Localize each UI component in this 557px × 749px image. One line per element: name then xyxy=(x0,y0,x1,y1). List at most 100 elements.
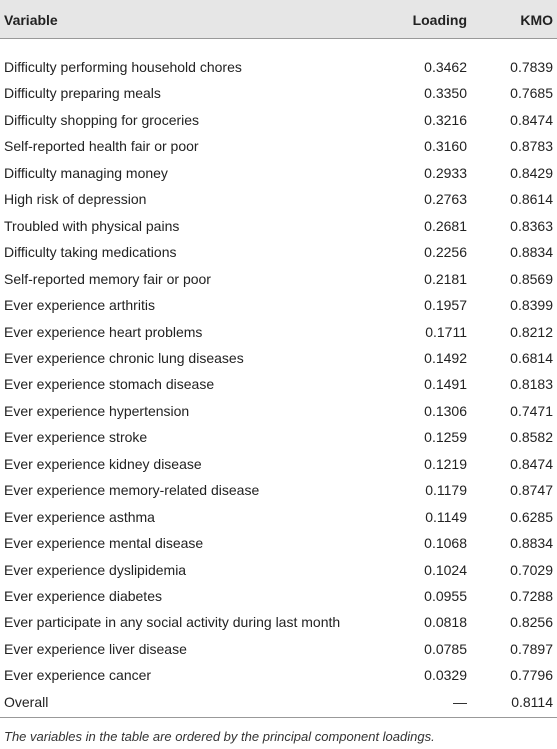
table-row: Ever experience asthma 0.1149 0.6285 xyxy=(0,504,557,530)
cell: Ever experience diabetes xyxy=(4,588,162,604)
cell: Overall xyxy=(4,693,49,710)
table-row: Ever experience liver disease 0.0785 0.789… xyxy=(0,636,557,662)
cell: Ever experience arthritis xyxy=(4,297,155,314)
cell: 0.8834 xyxy=(510,535,553,552)
cell: 0.0329 xyxy=(424,667,467,684)
cell: 0.8569 xyxy=(510,270,553,287)
cell: Ever experience stomach disease xyxy=(4,376,215,393)
cell: Loading xyxy=(412,12,467,28)
cell: 0.1068 xyxy=(424,535,467,552)
cell: Ever experience cancer xyxy=(4,667,152,684)
cell: 0.1024 xyxy=(424,561,467,578)
cell: Ever experience liver disease xyxy=(4,640,187,657)
table-row: Ever experience mental disease 0.1068 0.88… xyxy=(0,530,557,556)
table-row: Ever experience heart problems 0.1711 0.82… xyxy=(0,319,557,345)
table-row: Ever experience chronic lung diseases 0.1… xyxy=(0,345,557,371)
cell: 0.1711 xyxy=(425,323,467,340)
cell: 0.8363 xyxy=(510,217,553,234)
cell: Self-reported health fair or poor xyxy=(4,138,199,155)
cell: Difficulty managing money xyxy=(4,164,168,181)
table-row: Self-reported health fair or poor 0.3160 0… xyxy=(0,133,557,159)
cell: 0.8212 xyxy=(510,323,553,340)
cell: 0.0955 xyxy=(424,588,467,604)
cell: Ever experience dyslipidemia xyxy=(4,561,187,578)
cell: 0.8474 xyxy=(510,111,553,128)
cell: 0.1306 xyxy=(424,402,467,419)
cell: 0.1491 xyxy=(424,376,467,393)
cell: 0.6814 xyxy=(510,349,553,366)
cell: 0.2763 xyxy=(424,191,467,208)
cell: 0.6285 xyxy=(510,508,553,525)
table-row: Overall — 0.8114 xyxy=(0,689,557,715)
cell: 0.1259 xyxy=(424,429,467,446)
table-row: Ever experience stroke 0.1259 0.8582 xyxy=(0,424,557,450)
table-row: Difficulty managing money 0.2933 0.8429 xyxy=(0,160,557,186)
cell: Ever experience memory-related disease xyxy=(4,482,260,499)
cell: 0.2681 xyxy=(424,217,467,234)
cell: Difficulty preparing meals xyxy=(4,85,161,102)
cell: 0.8614 xyxy=(510,191,553,208)
cell: 0.3350 xyxy=(424,85,467,102)
cell: 0.7897 xyxy=(510,640,553,657)
table-row: Ever experience arthritis 0.1957 0.8399 xyxy=(0,292,557,318)
table-row: Ever experience diabetes 0.0955 0.7288 xyxy=(0,583,557,609)
cell: 0.8114 xyxy=(511,693,553,710)
cell: Troubled with physical pains xyxy=(4,217,180,234)
cell: Ever experience hypertension xyxy=(4,402,190,419)
table-row: Ever experience kidney disease 0.1219 0.84… xyxy=(0,451,557,477)
cell: Ever experience mental disease xyxy=(4,535,204,552)
cell: Difficulty performing household chores xyxy=(4,59,242,75)
cell: 0.8747 xyxy=(510,482,553,499)
cell: Ever experience chronic lung diseases xyxy=(4,349,244,366)
cell: KMO xyxy=(520,12,553,28)
table-row: Ever experience stomach disease 0.1491 0.8… xyxy=(0,371,557,397)
cell: 0.3160 xyxy=(424,138,467,155)
cell: Variable xyxy=(4,12,58,28)
cell: 0.2181 xyxy=(424,270,467,287)
table-row: Difficulty performing household chores 0.… xyxy=(0,54,557,80)
cell: 0.1179 xyxy=(425,482,467,499)
cell: — xyxy=(453,693,467,710)
cell: 0.8399 xyxy=(510,297,553,314)
cell: 0.8834 xyxy=(510,244,553,261)
cell: 0.7796 xyxy=(510,667,553,684)
cell: 0.7471 xyxy=(510,402,553,419)
cell: Ever experience kidney disease xyxy=(4,455,202,472)
table-row: Difficulty shopping for groceries 0.3216 0… xyxy=(0,107,557,133)
table-row: Difficulty preparing meals 0.3350 0.7685 xyxy=(0,80,557,106)
table-row: Ever experience hypertension 0.1306 0.7471 xyxy=(0,398,557,424)
header-row: Variable Loading KMO xyxy=(0,0,557,39)
cell: 0.2933 xyxy=(424,164,467,181)
cell: 0.7685 xyxy=(510,85,553,102)
cell: 0.8256 xyxy=(510,614,553,631)
cell: 0.1219 xyxy=(424,455,467,472)
cell: 0.8783 xyxy=(510,138,553,155)
table-row: Ever experience dyslipidemia 0.1024 0.7029 xyxy=(0,557,557,583)
table-row: Ever participate in any social activity … xyxy=(0,609,557,635)
cell: 0.7839 xyxy=(510,59,553,75)
cell: Difficulty shopping for groceries xyxy=(4,111,200,128)
cell: 0.8582 xyxy=(510,429,553,446)
cell: 0.8183 xyxy=(510,376,553,393)
cell: Ever participate in any social activity … xyxy=(4,614,341,631)
table-row: Difficulty taking medications 0.2256 0.883… xyxy=(0,239,557,265)
cell: Ever experience asthma xyxy=(4,508,155,525)
cell: 0.3462 xyxy=(424,59,467,75)
cell: 0.1149 xyxy=(425,508,467,525)
table-row: High risk of depression 0.2763 0.8614 xyxy=(0,186,557,212)
cell: 0.2256 xyxy=(424,244,467,261)
cell: Self-reported memory fair or poor xyxy=(4,270,211,287)
cell: 0.0818 xyxy=(424,614,467,631)
cell: Ever experience heart problems xyxy=(4,323,203,340)
table-row: Self-reported memory fair or poor 0.2181 0… xyxy=(0,266,557,292)
footnote: The variables in the table are ordered b… xyxy=(4,729,435,744)
cell: 0.8474 xyxy=(510,455,553,472)
cell: 0.7029 xyxy=(510,561,553,578)
table-row: Ever experience cancer 0.0329 0.7796 xyxy=(0,662,557,688)
cell: Difficulty taking medications xyxy=(4,244,177,261)
table-row: Troubled with physical pains 0.2681 0.8363 xyxy=(0,213,557,239)
table-rule xyxy=(0,717,557,718)
table-row: Ever experience memory-related disease 0.… xyxy=(0,477,557,503)
cell: 0.8429 xyxy=(510,164,553,181)
